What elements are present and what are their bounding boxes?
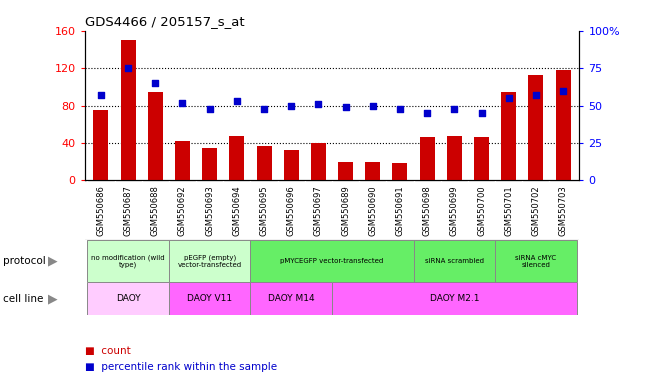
Bar xyxy=(229,136,244,180)
Text: DAOY: DAOY xyxy=(116,294,141,303)
Point xyxy=(177,99,187,106)
Point xyxy=(286,103,296,109)
Point xyxy=(558,88,568,94)
Point xyxy=(123,65,133,71)
Text: GSM550699: GSM550699 xyxy=(450,185,459,236)
Bar xyxy=(529,75,544,180)
Text: GSM550693: GSM550693 xyxy=(205,185,214,236)
Point xyxy=(150,80,161,86)
Bar xyxy=(94,110,109,180)
Bar xyxy=(202,148,217,180)
Text: DAOY M2.1: DAOY M2.1 xyxy=(430,294,479,303)
Text: protocol: protocol xyxy=(3,256,46,266)
Point xyxy=(368,103,378,109)
Bar xyxy=(332,282,577,315)
Text: ■  count: ■ count xyxy=(85,346,130,356)
Bar xyxy=(311,143,326,180)
Bar xyxy=(420,137,435,180)
Text: pEGFP (empty)
vector-transfected: pEGFP (empty) vector-transfected xyxy=(178,254,242,268)
Bar xyxy=(169,240,251,282)
Bar xyxy=(338,162,353,180)
Text: DAOY V11: DAOY V11 xyxy=(187,294,232,303)
Text: GDS4466 / 205157_s_at: GDS4466 / 205157_s_at xyxy=(85,15,244,28)
Text: GSM550692: GSM550692 xyxy=(178,185,187,236)
Text: GSM550696: GSM550696 xyxy=(286,185,296,236)
Point xyxy=(232,98,242,104)
Bar xyxy=(120,40,135,180)
Point xyxy=(503,95,514,101)
Text: cell line: cell line xyxy=(3,293,44,304)
Bar xyxy=(474,137,489,180)
Point xyxy=(96,92,106,98)
Text: GSM550694: GSM550694 xyxy=(232,185,242,236)
Point xyxy=(449,106,460,112)
Text: ■  percentile rank within the sample: ■ percentile rank within the sample xyxy=(85,362,277,372)
Text: no modification (wild
type): no modification (wild type) xyxy=(91,254,165,268)
Bar xyxy=(501,91,516,180)
Text: GSM550701: GSM550701 xyxy=(505,185,513,236)
Bar xyxy=(555,70,570,180)
Bar xyxy=(447,136,462,180)
Bar xyxy=(251,240,413,282)
Bar xyxy=(169,282,251,315)
Text: GSM550703: GSM550703 xyxy=(559,185,568,236)
Text: GSM550690: GSM550690 xyxy=(368,185,378,236)
Text: GSM550698: GSM550698 xyxy=(422,185,432,236)
Bar xyxy=(495,240,577,282)
Text: GSM550700: GSM550700 xyxy=(477,185,486,236)
Point xyxy=(395,106,405,112)
Text: ▶: ▶ xyxy=(48,292,57,305)
Text: GSM550689: GSM550689 xyxy=(341,185,350,236)
Text: siRNA scrambled: siRNA scrambled xyxy=(425,258,484,264)
Bar xyxy=(284,150,299,180)
Text: ▶: ▶ xyxy=(48,255,57,268)
Point xyxy=(259,106,270,112)
Text: GSM550688: GSM550688 xyxy=(151,185,159,236)
Text: GSM550686: GSM550686 xyxy=(96,185,105,236)
Text: pMYCEGFP vector-transfected: pMYCEGFP vector-transfected xyxy=(281,258,383,264)
Point xyxy=(422,110,432,116)
Bar xyxy=(175,141,190,180)
Bar xyxy=(413,240,495,282)
Bar xyxy=(148,91,163,180)
Bar xyxy=(251,282,332,315)
Bar xyxy=(365,162,380,180)
Text: DAOY M14: DAOY M14 xyxy=(268,294,314,303)
Text: GSM550695: GSM550695 xyxy=(260,185,269,236)
Text: GSM550687: GSM550687 xyxy=(124,185,133,236)
Bar xyxy=(393,163,408,180)
Text: GSM550697: GSM550697 xyxy=(314,185,323,236)
Bar xyxy=(87,240,169,282)
Point xyxy=(477,110,487,116)
Point xyxy=(531,92,541,98)
Bar xyxy=(256,146,271,180)
Text: GSM550691: GSM550691 xyxy=(395,185,404,236)
Point xyxy=(204,106,215,112)
Text: siRNA cMYC
silenced: siRNA cMYC silenced xyxy=(516,255,557,268)
Bar xyxy=(87,282,169,315)
Point xyxy=(340,104,351,110)
Point xyxy=(313,101,324,107)
Text: GSM550702: GSM550702 xyxy=(531,185,540,236)
